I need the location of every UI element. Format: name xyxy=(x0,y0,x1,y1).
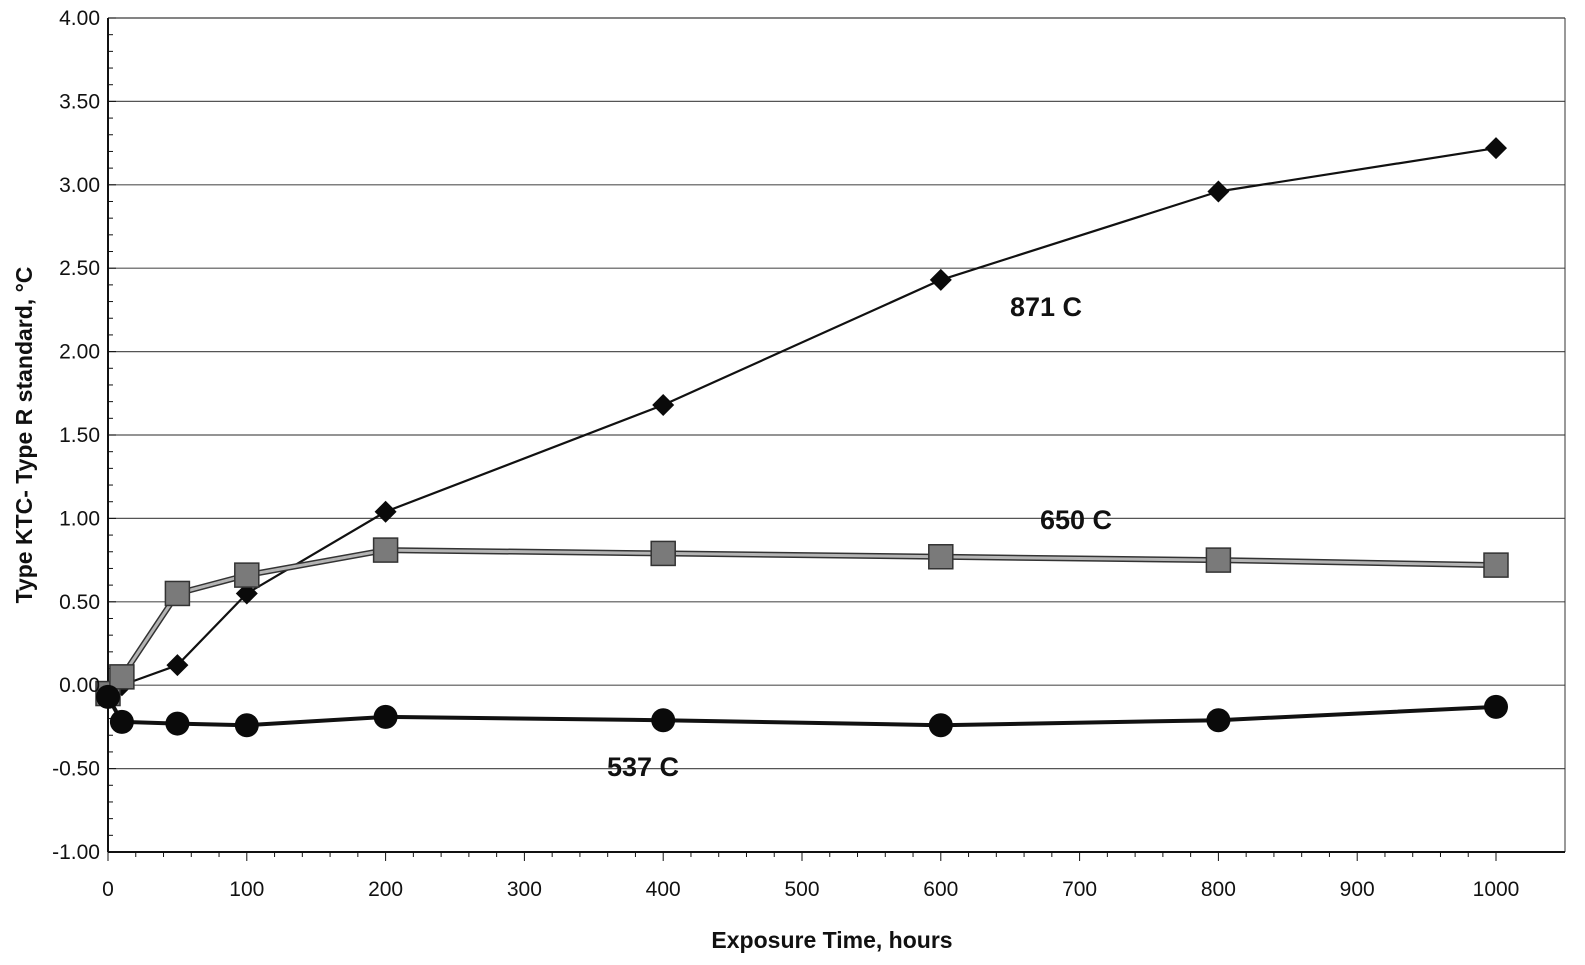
data-point-circle xyxy=(96,684,120,709)
x-tick-label: 800 xyxy=(1201,878,1236,901)
y-tick-label: -1.00 xyxy=(52,841,100,864)
series-line xyxy=(106,548,1497,695)
x-tick-label: 0 xyxy=(102,878,114,901)
data-point-diamond xyxy=(374,500,397,523)
x-tick-label: 100 xyxy=(229,878,264,901)
series-line xyxy=(107,147,1497,700)
series-line-outline xyxy=(105,547,1497,696)
series-label-871c: 871 C xyxy=(1010,292,1082,322)
tick-labels: -1.00 -0.50 0.00 0.50 1.00 1.50 2.00 2.50 3.00 3.… xyxy=(52,7,1519,901)
x-tick-label: 1000 xyxy=(1473,878,1520,901)
series-line xyxy=(106,695,1497,728)
series-537c xyxy=(96,684,1508,738)
data-point-circle xyxy=(109,709,134,734)
data-point-circle xyxy=(651,708,676,733)
x-tick-label: 200 xyxy=(368,878,403,901)
data-point-diamond xyxy=(1207,180,1230,203)
x-axis-title: Exposure Time, hours xyxy=(711,927,952,953)
data-point-circle xyxy=(234,713,259,738)
data-point-diamond xyxy=(235,582,258,605)
series-871c xyxy=(97,137,1507,710)
data-point-circle xyxy=(165,711,190,736)
data-point-diamond xyxy=(166,654,189,677)
x-tick-label: 500 xyxy=(784,878,819,901)
y-tick-label: 1.50 xyxy=(59,424,100,447)
data-point-circle xyxy=(373,704,398,729)
series-650c xyxy=(95,537,1509,707)
y-axis-title: Type KTC- Type R standard, °C xyxy=(11,267,37,604)
data-series xyxy=(95,137,1509,738)
data-point-square xyxy=(1205,547,1232,573)
data-point-diamond xyxy=(652,393,675,416)
data-point-circle xyxy=(1206,708,1231,733)
y-tick-label: -0.50 xyxy=(52,758,100,781)
data-point-circle xyxy=(1484,694,1508,719)
y-tick-label: 1.00 xyxy=(59,507,100,530)
data-point-circle xyxy=(928,713,953,738)
y-tick-label: 0.50 xyxy=(59,591,100,614)
data-point-square xyxy=(109,664,135,690)
series-label-537c: 537 C xyxy=(607,752,679,782)
y-tick-label: 3.00 xyxy=(59,174,100,197)
grid-lines xyxy=(108,17,1565,770)
y-tick-label: 3.50 xyxy=(59,90,100,113)
data-point-square xyxy=(650,540,676,567)
axes xyxy=(107,17,1566,861)
y-tick-label: 2.50 xyxy=(59,257,100,280)
data-point-square xyxy=(372,537,399,563)
x-tick-label: 300 xyxy=(507,878,542,901)
x-tick-label: 700 xyxy=(1062,878,1097,901)
y-tick-label: 4.00 xyxy=(59,7,100,30)
data-point-diamond xyxy=(1485,137,1507,160)
y-tick-label: 2.00 xyxy=(59,341,100,364)
x-tick-label: 600 xyxy=(923,878,958,901)
data-point-square xyxy=(1483,552,1509,578)
y-tick-label: 0.00 xyxy=(59,674,100,697)
x-tick-label: 900 xyxy=(1340,878,1375,901)
data-point-square xyxy=(234,562,260,588)
data-point-square xyxy=(928,544,954,570)
data-point-diamond xyxy=(929,268,952,291)
series-label-650c: 650 C xyxy=(1040,505,1112,535)
data-point-square xyxy=(164,580,191,607)
x-tick-label: 400 xyxy=(646,878,681,901)
